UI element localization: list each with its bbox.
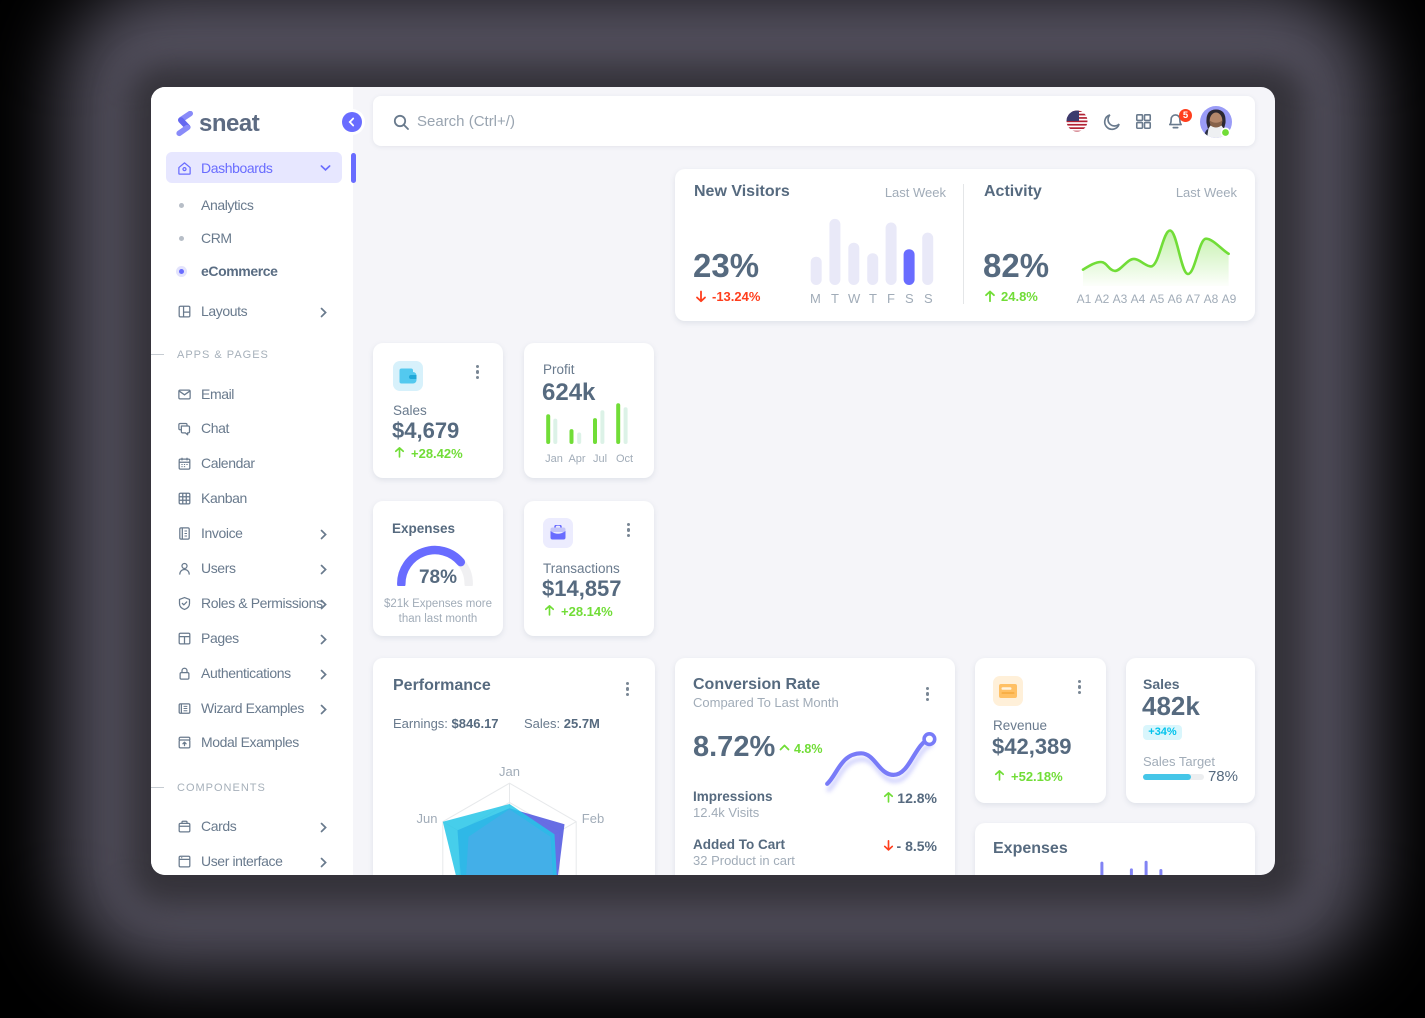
- svg-text:Jan: Jan: [499, 764, 520, 779]
- svg-text:Jun: Jun: [417, 811, 438, 826]
- svg-text:Feb: Feb: [582, 811, 604, 826]
